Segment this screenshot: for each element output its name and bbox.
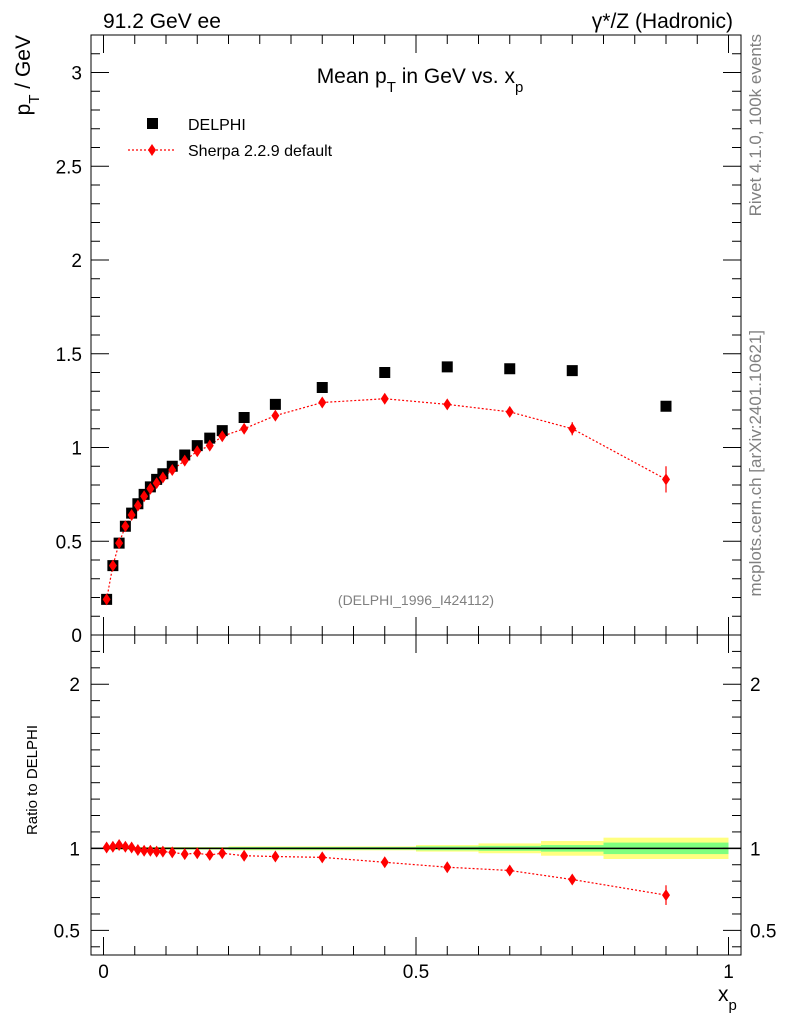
sherpa-ratio-point: [108, 840, 117, 853]
sherpa-point: [108, 559, 117, 572]
chart-title: Mean pT in GeV vs. xp: [317, 65, 524, 96]
delphi-point: [660, 400, 672, 412]
sherpa-ratio-line: [106, 844, 667, 896]
delphi-point: [269, 398, 281, 410]
y-tick-label: 0: [71, 626, 82, 647]
sherpa-point: [158, 471, 167, 484]
ratio-plot-frame: [90, 634, 742, 956]
sherpa-line: [106, 398, 667, 600]
sherpa-polyline: [106, 398, 667, 600]
sherpa-point: [218, 430, 227, 443]
legend-label-delphi: DELPHI: [188, 117, 246, 134]
sherpa-ratio-point: [168, 846, 177, 859]
y-tick-label: 3: [71, 64, 82, 85]
sherpa-ratio-point: [180, 848, 189, 861]
rivet-label: Rivet 4.1.0, 100k events: [746, 34, 765, 216]
sherpa-point: [102, 593, 111, 606]
sherpa-ratio-point: [443, 861, 452, 874]
sherpa-ratio-point: [115, 839, 124, 852]
sherpa-ratio-point: [218, 847, 227, 860]
ratio-tick-label-right: 2: [750, 675, 761, 696]
sherpa-point: [127, 509, 136, 521]
delphi-point: [238, 412, 250, 423]
ratio-tick-label-right: 0.5: [750, 921, 776, 942]
sherpa-point: [115, 537, 124, 550]
sherpa-ratio-point: [380, 856, 389, 869]
ratio-tick-label-left: 1: [69, 839, 80, 860]
sherpa-ratio-point: [505, 864, 514, 877]
y-tick-label: 1.5: [56, 345, 82, 366]
sherpa-ratio-point: [158, 845, 167, 858]
sherpa-ratio-polyline: [106, 844, 667, 896]
sherpa-ratio-point: [193, 847, 202, 860]
sherpa-points: [102, 392, 670, 606]
axis-tick-labels: 0 0.5 1 0 0.5 1 1.5 2 2.5 3 0.5 0.5 1 1 2 2: [54, 64, 777, 984]
ratio-tick-label-left: 0.5: [54, 921, 80, 942]
sherpa-ratio-point: [662, 889, 670, 902]
x-tick-label: 1: [723, 962, 734, 983]
legend-label-sherpa: Sherpa 2.2.9 default: [188, 143, 333, 160]
header-right: γ*/Z (Hadronic): [592, 10, 733, 33]
analysis-watermark: (DELPHI_1996_I424112): [338, 592, 494, 608]
ratio-tick-label-left: 2: [69, 675, 80, 696]
x-tick-label: 0: [98, 962, 109, 983]
sherpa-point: [146, 482, 155, 495]
sherpa-ratio-point: [152, 845, 161, 858]
sherpa-ratio-point: [133, 843, 142, 856]
sherpa-point: [318, 396, 327, 409]
sherpa-ratio-point: [127, 841, 136, 854]
axis-ticks: [91, 34, 741, 955]
sherpa-ratio-point: [146, 844, 155, 857]
y-tick-label: 2.5: [56, 157, 82, 178]
delphi-point: [316, 382, 328, 393]
legend: DELPHI Sherpa 2.2.9 default: [128, 117, 333, 160]
sherpa-point: [662, 473, 670, 486]
y-tick-label: 2: [71, 251, 82, 272]
sherpa-point: [140, 490, 149, 503]
ratio-tick-label-right: 1: [750, 839, 761, 860]
sherpa-point: [568, 422, 577, 435]
sherpa-point: [152, 477, 161, 490]
x-axis-label: xp: [718, 983, 737, 1014]
sherpa-ratio-point: [205, 848, 214, 861]
legend-marker-sherpa: [148, 144, 156, 156]
sherpa-ratio-point: [140, 844, 149, 857]
sherpa-ratio-point: [102, 841, 111, 854]
delphi-point: [441, 361, 453, 373]
sherpa-point: [505, 405, 514, 418]
sherpa-point: [380, 392, 389, 405]
sherpa-ratio-point: [318, 851, 327, 864]
sherpa-ratio-point: [240, 849, 249, 862]
sherpa-point: [180, 454, 189, 467]
sherpa-ratio-point: [121, 840, 130, 853]
sherpa-point: [443, 398, 452, 411]
sherpa-point: [205, 439, 214, 452]
sherpa-point: [121, 520, 130, 533]
delphi-point: [204, 432, 216, 444]
mcplots-label: mcplots.cern.ch [arXiv:2401.10621]: [746, 330, 765, 596]
delphi-point: [504, 363, 516, 375]
sherpa-point: [133, 499, 142, 512]
sherpa-ratio-point: [568, 873, 577, 886]
header-left: 91.2 GeV ee: [103, 10, 221, 33]
delphi-point: [566, 365, 578, 377]
delphi-point: [379, 367, 391, 378]
sherpa-point: [193, 445, 202, 458]
ratio-y-axis-label: Ratio to DELPHI: [24, 725, 41, 835]
sherpa-point: [240, 422, 249, 435]
x-tick-label: 0.5: [403, 962, 429, 983]
y-tick-label: 1: [71, 439, 82, 460]
sherpa-ratio-points: [102, 839, 670, 905]
y-tick-label: 0.5: [56, 532, 82, 553]
sherpa-ratio-point: [271, 850, 280, 863]
legend-marker-delphi: [147, 118, 158, 129]
sherpa-point: [168, 464, 177, 476]
sherpa-point: [271, 409, 280, 422]
y-axis-label: pT / GeV: [12, 35, 43, 115]
